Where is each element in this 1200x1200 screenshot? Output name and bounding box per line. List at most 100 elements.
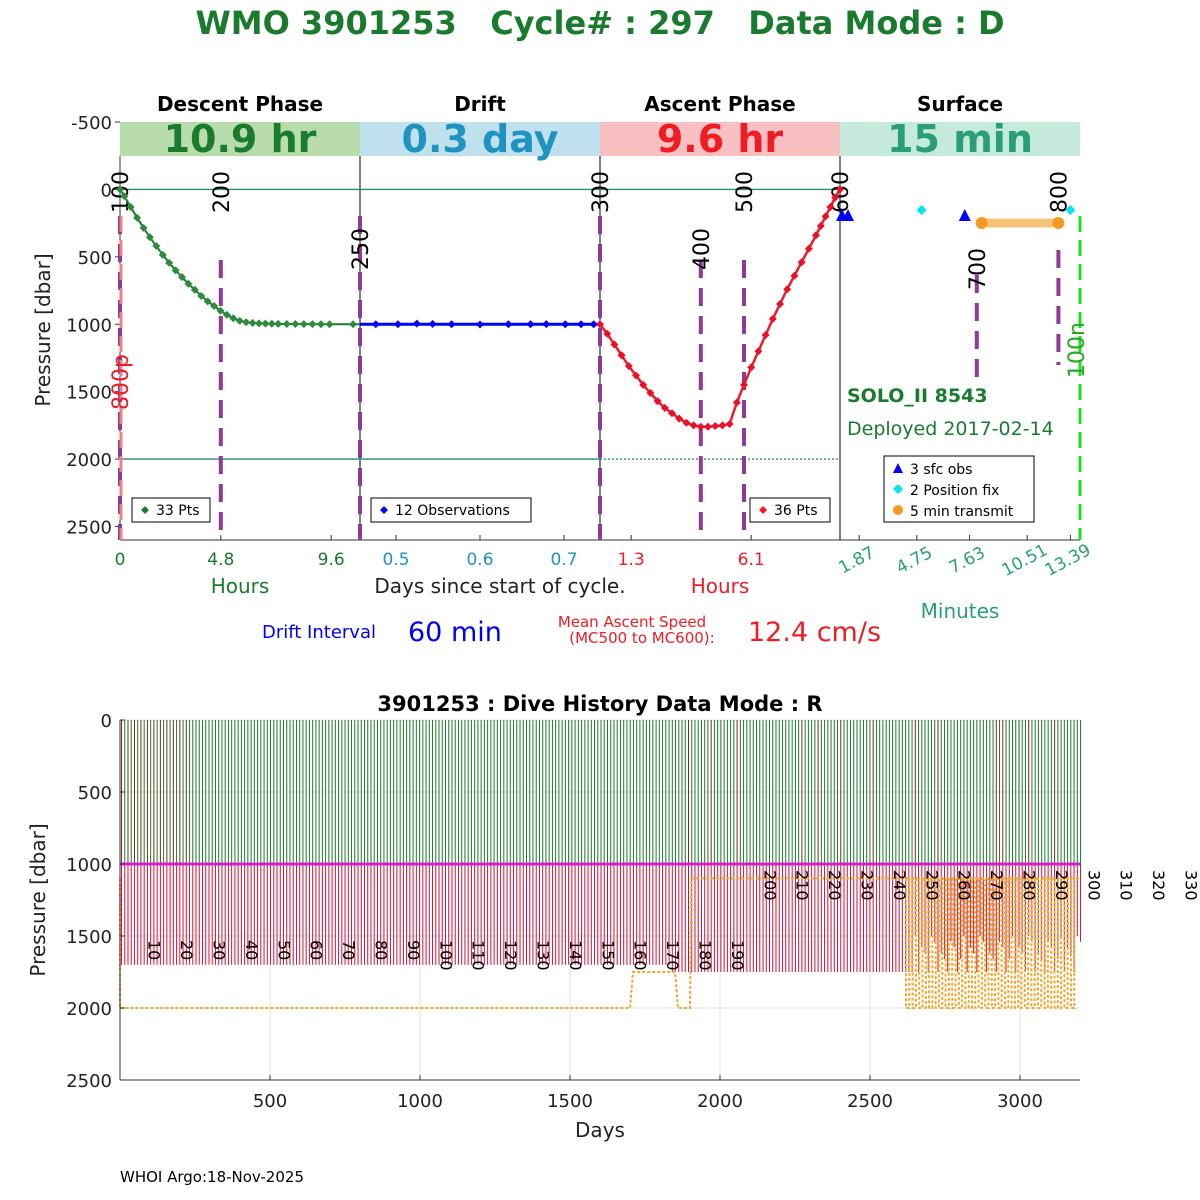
drift-point	[577, 320, 586, 329]
y-tick-label: -500	[71, 113, 112, 134]
ascent-point	[812, 231, 820, 240]
cycle-label: 290	[1052, 870, 1071, 901]
cycle-label: 80	[371, 940, 390, 960]
phase-x-tick-label: 10.51	[999, 540, 1051, 581]
legend-marker	[141, 506, 149, 514]
y-tick-label: 1000	[66, 855, 112, 876]
cycle-label: 170	[663, 940, 682, 971]
dive-history-chart: 3901253 : Dive History Data Mode : R 10 20…	[26, 692, 1200, 1142]
mission-cycle-label: 300	[589, 171, 614, 213]
legend-marker	[893, 463, 903, 473]
mission-cycle-label: 400	[690, 228, 715, 270]
phase-band	[120, 122, 360, 156]
ascent-point	[682, 418, 691, 427]
ascent-point	[761, 331, 770, 340]
cycle-label: 230	[857, 870, 876, 901]
phase-x-tick-label: 1.3	[618, 550, 645, 570]
phase-x-tick-label: 9.6	[318, 550, 345, 570]
legend-box	[131, 497, 211, 523]
ascent-point	[831, 193, 840, 202]
mission-cycle-label: 800p	[109, 354, 134, 410]
cycle-label: 160	[631, 940, 650, 971]
surface-unit-label: Minutes	[921, 599, 1000, 623]
descent-point	[210, 302, 219, 311]
surface-obs-marker	[842, 209, 854, 221]
ascent-point	[768, 314, 777, 323]
ascent-speed-value: 12.4 cm/s	[748, 617, 881, 648]
cycle-label: 110	[469, 940, 488, 971]
cycle-label: 30	[209, 940, 228, 960]
y-tick-label: 0	[101, 711, 112, 732]
cycle-label: 20	[177, 940, 196, 960]
legend-marker	[893, 484, 903, 494]
y-axis-label: Pressure [dbar]	[31, 253, 55, 406]
ascent-point	[711, 422, 720, 431]
drift-interval-value: 60 min	[408, 617, 502, 648]
ascent-point	[639, 380, 648, 389]
transmit-marker	[1052, 217, 1065, 229]
y-tick-label: 1500	[66, 927, 112, 948]
ascent-profile-line	[599, 188, 842, 428]
cycle-label: 60	[307, 940, 326, 960]
drift-point	[526, 320, 535, 329]
phase-x-tick-label: 4.8	[207, 550, 234, 570]
legend-label: 12 Observations	[395, 503, 510, 519]
phase-x-tick-label: 1.87	[835, 543, 878, 578]
x-tick-label: 500	[253, 1091, 287, 1112]
y-tick-label: 500	[78, 783, 112, 804]
drift-point	[412, 319, 421, 328]
ascent-point	[660, 403, 669, 412]
descent-unit-label: Hours	[211, 574, 270, 598]
y-tick-label: 2500	[66, 518, 112, 539]
phase-x-tick-label: 0.7	[550, 550, 577, 570]
cycle-label: 250	[922, 870, 941, 901]
x-tick-label: 1000	[397, 1091, 443, 1112]
cycle-label: 140	[566, 940, 585, 971]
ascent-point	[646, 389, 655, 398]
descent-point	[165, 258, 174, 267]
ascent-point	[624, 362, 633, 371]
mission-cycle-label: 500	[733, 171, 758, 213]
drift-unit-label: Days since start of cycle.	[374, 574, 625, 598]
ascent-point	[797, 258, 806, 267]
ascent-point	[718, 421, 727, 430]
y-tick-label: 1000	[66, 315, 112, 336]
ascent-point	[836, 185, 844, 194]
cycle-label: 240	[890, 870, 909, 901]
position-fix-marker	[1065, 205, 1076, 215]
descent-point	[133, 213, 142, 222]
surface-obs-marker	[958, 209, 971, 221]
y-tick-label: 0	[101, 180, 112, 201]
ascent-point	[610, 340, 619, 349]
descent-point	[126, 202, 135, 211]
phase-header: Drift	[454, 92, 506, 116]
ascent-point	[675, 414, 684, 423]
cycle-label: 40	[242, 940, 261, 960]
descent-point	[139, 223, 148, 232]
ascent-speed-label: (MC500 to MC600):	[569, 629, 714, 647]
ascent-point	[816, 221, 825, 230]
legend-box	[370, 497, 532, 523]
mission-cycle-label: 250	[349, 228, 374, 270]
descent-point	[158, 250, 167, 259]
legend-marker	[893, 505, 903, 515]
park-bars	[121, 720, 1082, 864]
descent-point	[197, 291, 206, 300]
transmit-marker	[975, 217, 988, 229]
surface-legend-box	[883, 455, 1035, 523]
ascent-point	[821, 212, 830, 221]
descent-point	[152, 242, 161, 251]
cycle-label: 320	[1149, 870, 1168, 901]
descent-point	[222, 310, 231, 319]
phase-x-tick-label: 0.6	[466, 550, 493, 570]
x-tick-label: 2500	[847, 1091, 893, 1112]
surface-trace	[119, 877, 1080, 1009]
cycle-label: 100	[436, 940, 455, 971]
cycle-label: 330	[1181, 870, 1200, 901]
descent-point	[184, 279, 193, 288]
ascent-point	[732, 398, 741, 407]
ascent-point	[725, 420, 734, 429]
phase-duration: 0.3 day	[402, 117, 559, 161]
footer-credit: WHOI Argo:18-Nov-2025	[120, 1168, 304, 1186]
